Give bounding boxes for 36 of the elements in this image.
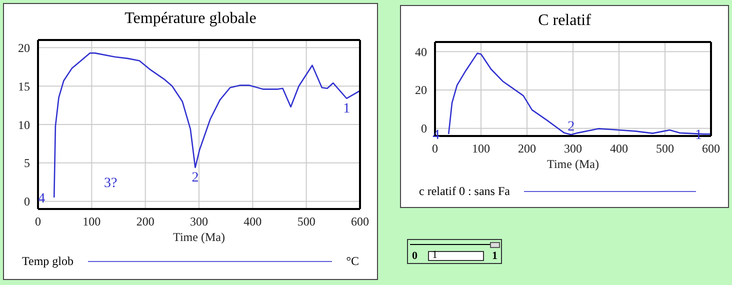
x-tick-label: 0	[35, 214, 41, 229]
x-tick-label: 500	[297, 214, 316, 229]
text: 1	[492, 250, 498, 262]
y-tick-label: 15	[18, 79, 30, 94]
y-tick-label: 0	[24, 194, 30, 209]
x-axis-title: Time (Ma)	[173, 230, 225, 244]
x-tick-label: 200	[136, 214, 154, 229]
x-tick-label: 300	[564, 142, 582, 156]
annotation: 3?	[104, 176, 118, 192]
text: °C	[346, 254, 359, 269]
x-tick-label: 400	[610, 142, 628, 156]
x-tick-label: 100	[82, 214, 101, 229]
chart-title: Température globale	[124, 10, 258, 28]
x-tick-label: 500	[656, 142, 674, 156]
y-tick-label: 10	[18, 118, 30, 132]
x-tick-label: 600	[702, 142, 720, 156]
x-tick-label: 600	[351, 214, 369, 229]
annotation: 2	[192, 170, 199, 186]
line-series	[53, 52, 360, 198]
x-axis-title: Time (Ma)	[547, 157, 599, 171]
annotation: 2	[568, 120, 575, 135]
x-tick-label: 100	[472, 142, 490, 156]
text: 1	[432, 249, 438, 261]
text: Temp glob	[22, 254, 74, 269]
chart-title: C relatif	[537, 12, 592, 30]
x-tick-label: 200	[518, 142, 536, 156]
x-tick-label: 400	[244, 214, 262, 229]
x-tick-label: 0	[432, 142, 438, 156]
y-tick-label: 0	[421, 122, 427, 136]
x-tick-label: 300	[190, 214, 208, 229]
y-tick-label: 20	[415, 83, 427, 98]
y-tick-label: 5	[24, 156, 30, 170]
text: c relatif 0 : sans Fa	[419, 184, 510, 199]
y-tick-label: 20	[18, 40, 30, 55]
annotation: 1	[343, 101, 350, 116]
y-tick-label: 40	[415, 44, 427, 59]
